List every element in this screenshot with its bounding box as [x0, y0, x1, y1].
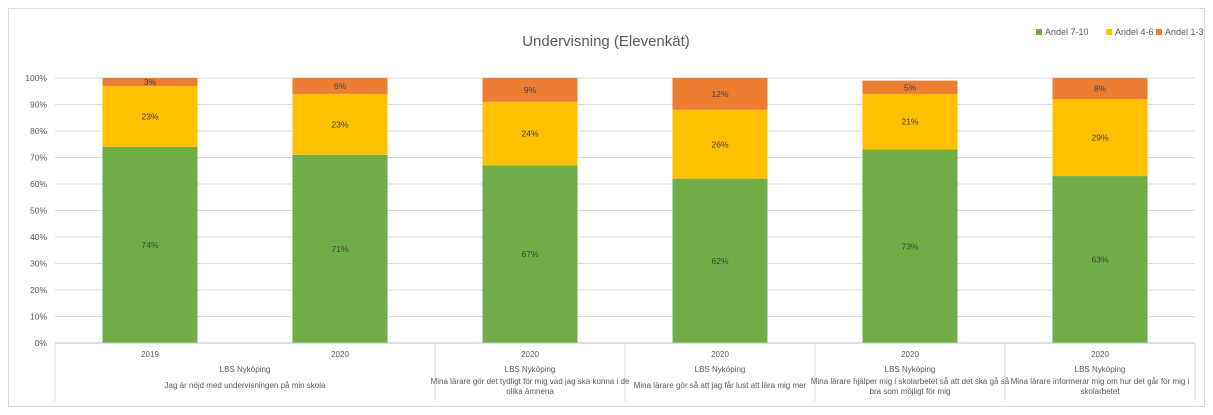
data-label: 9% — [524, 85, 537, 95]
legend-swatch-2 — [1106, 29, 1112, 35]
data-label: 8% — [1094, 84, 1107, 94]
bar-segment[interactable] — [1052, 99, 1148, 177]
bar-segment[interactable] — [672, 178, 768, 343]
data-label: 12% — [711, 89, 728, 99]
x-school-label: LBS Nyköping — [220, 365, 271, 374]
y-tick-label: 50% — [30, 206, 47, 216]
y-tick-label: 70% — [30, 153, 47, 163]
x-question-label: Mina lärare hjälper mig i skolarbetet så… — [811, 377, 1010, 386]
y-tick-label: 40% — [30, 232, 47, 242]
bar-segment[interactable] — [292, 93, 388, 155]
bar-segment[interactable] — [102, 85, 198, 147]
bar-segment[interactable] — [482, 101, 578, 166]
chart-frame — [8, 8, 1205, 407]
x-question-label: olika ämnena — [506, 387, 554, 396]
data-label: 63% — [1091, 255, 1108, 265]
x-question-label: bra som möjligt för mig — [870, 387, 951, 396]
bar-segment[interactable] — [862, 149, 958, 343]
bar-segment[interactable] — [482, 165, 578, 343]
y-tick-label: 0% — [35, 338, 48, 348]
bar-segment[interactable] — [862, 80, 958, 94]
data-label: 74% — [141, 240, 158, 250]
legend-swatch-3 — [1156, 29, 1162, 35]
data-label: 67% — [521, 249, 538, 259]
legend-swatch-1 — [1036, 29, 1042, 35]
x-school-label: LBS Nyköping — [695, 365, 746, 374]
y-tick-label: 10% — [30, 312, 47, 322]
y-tick-label: 20% — [30, 285, 47, 295]
bar-segment[interactable] — [1052, 176, 1148, 343]
x-school-label: LBS Nyköping — [885, 365, 936, 374]
legend-label-3: Andel 1-3 — [1165, 27, 1204, 37]
x-question-label: Mina lärare informerar mig om hur det gå… — [1011, 377, 1190, 386]
x-question-label: Mina lärare gör det tydligt för mig vad … — [431, 377, 630, 386]
data-label: 23% — [331, 119, 348, 129]
bar-segment[interactable] — [292, 78, 388, 94]
x-year-label: 2019 — [141, 350, 159, 359]
data-label: 23% — [141, 111, 158, 121]
y-tick-label: 60% — [30, 179, 47, 189]
x-school-label: LBS Nyköping — [505, 365, 556, 374]
data-label: 62% — [711, 256, 728, 266]
y-tick-label: 80% — [30, 126, 47, 136]
y-tick-label: 100% — [25, 73, 47, 83]
bar-segment[interactable] — [862, 93, 958, 150]
x-year-label: 2020 — [711, 350, 729, 359]
data-label: 73% — [901, 241, 918, 251]
x-year-label: 2020 — [331, 350, 349, 359]
bar-segment[interactable] — [1052, 78, 1148, 100]
x-year-label: 2020 — [1091, 350, 1109, 359]
data-label: 24% — [521, 129, 538, 139]
data-label: 29% — [1091, 133, 1108, 143]
y-tick-label: 90% — [30, 100, 47, 110]
data-label: 71% — [331, 244, 348, 254]
bar-segment[interactable] — [482, 78, 578, 102]
bar-segment[interactable] — [672, 109, 768, 179]
bar-segment[interactable] — [672, 78, 768, 110]
bar-segment[interactable] — [102, 78, 198, 86]
bar-segment[interactable] — [292, 154, 388, 343]
data-label: 6% — [334, 81, 347, 91]
x-year-label: 2020 — [521, 350, 539, 359]
data-label: 5% — [904, 82, 917, 92]
chart-title: Undervisning (Elevenkät) — [522, 33, 690, 50]
y-tick-label: 30% — [30, 259, 47, 269]
x-year-label: 2020 — [901, 350, 919, 359]
x-question-label: skolarbetet — [1080, 387, 1120, 396]
bar-segment[interactable] — [102, 146, 198, 343]
legend-label-1: Andel 7-10 — [1045, 27, 1089, 37]
x-question-label: Mina lärare gör så att jag får lust att … — [634, 381, 807, 390]
legend-label-2: Andel 4-6 — [1115, 27, 1154, 37]
x-question-label: Jag är nöjd med undervisningen på min sk… — [165, 381, 327, 390]
data-label: 21% — [901, 117, 918, 127]
data-label: 3% — [144, 77, 157, 87]
data-label: 26% — [711, 139, 728, 149]
x-school-label: LBS Nyköping — [1075, 365, 1126, 374]
